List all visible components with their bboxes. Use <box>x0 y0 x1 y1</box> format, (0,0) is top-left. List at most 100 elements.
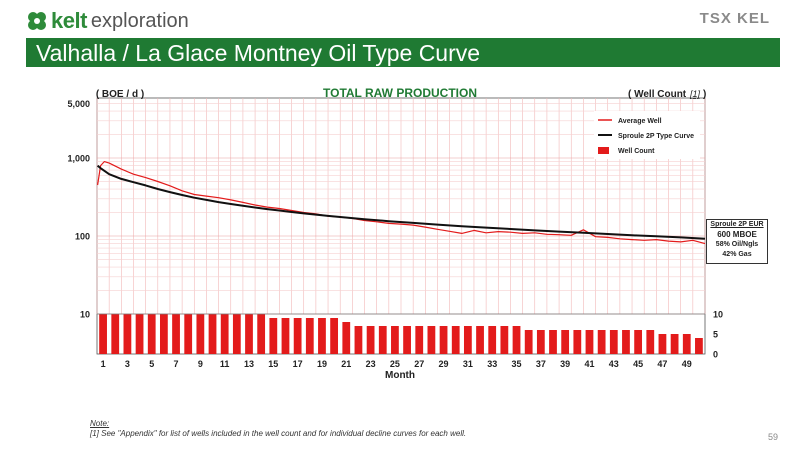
right-axis-note: [1] <box>689 89 701 99</box>
well-count-bar <box>597 330 606 354</box>
well-count-bar <box>366 326 375 354</box>
x-axis-title: Month <box>385 370 415 381</box>
well-count-bar <box>147 314 156 354</box>
well-count-bars <box>99 314 703 354</box>
x-tick-label: 29 <box>439 359 449 369</box>
well-count-bar <box>451 326 460 354</box>
left-tick-label: 10 <box>80 310 90 320</box>
x-tick-label: 25 <box>390 359 400 369</box>
well-count-bar <box>257 314 266 354</box>
well-count-bar <box>658 334 667 354</box>
eur-annotation-box: Sproule 2P EUR 600 MBOE 58% Oil/Ngls 42%… <box>706 219 768 264</box>
well-count-bar <box>695 338 703 354</box>
well-count-bar <box>463 326 472 354</box>
x-tick-label: 7 <box>174 359 179 369</box>
well-count-bar <box>196 314 205 354</box>
right-tick-label: 5 <box>713 330 718 340</box>
x-tick-label: 35 <box>512 359 522 369</box>
well-count-bar <box>245 314 253 354</box>
x-tick-label: 11 <box>220 359 230 369</box>
well-count-bar <box>585 330 594 354</box>
x-tick-label: 13 <box>244 359 254 369</box>
x-tick-label: 19 <box>317 359 327 369</box>
left-tick-label: 1,000 <box>67 154 90 164</box>
x-tick-label: 1 <box>101 359 106 369</box>
well-count-bar <box>135 314 144 354</box>
well-count-bar <box>123 314 132 354</box>
well-count-bar <box>269 318 278 354</box>
well-count-bar <box>184 314 193 354</box>
well-count-bar <box>427 326 436 354</box>
legend-label: Average Well <box>618 118 662 125</box>
x-tick-label: 5 <box>149 359 154 369</box>
right-axis-title: ( Well Count <box>628 89 687 100</box>
well-count-bar <box>561 330 570 354</box>
clover-logo-icon <box>28 12 46 30</box>
x-tick-label: 3 <box>125 359 130 369</box>
note-label: Note: <box>90 419 110 428</box>
well-count-bar <box>609 330 618 354</box>
well-count-bar <box>488 326 497 354</box>
legend-swatch <box>598 147 609 154</box>
left-tick-label: 5,000 <box>67 99 90 109</box>
well-count-bar <box>220 314 229 354</box>
well-count-bar <box>512 326 521 354</box>
title-bar: Valhalla / La Glace Montney Oil Type Cur… <box>26 38 780 67</box>
well-count-bar <box>524 330 533 354</box>
well-count-bar <box>670 334 679 354</box>
chart-legend: Average Well Sproule 2P Type Curve Well Co… <box>594 111 700 159</box>
x-tick-label: 41 <box>584 359 594 369</box>
well-count-bar <box>305 318 314 354</box>
well-count-bar <box>682 334 691 354</box>
legend-label: Well Count <box>618 148 655 155</box>
x-tick-label: 43 <box>609 359 619 369</box>
logo-subtitle: exploration <box>90 9 189 32</box>
footer-note: Note: [1] See "Appendix" for list of wel… <box>90 419 466 439</box>
well-count-bar <box>111 314 120 354</box>
well-count-bar <box>646 330 655 354</box>
well-count-bar <box>476 326 484 354</box>
well-count-bar <box>439 326 448 354</box>
left-tick-label: 100 <box>75 232 90 242</box>
well-count-bar <box>330 318 339 354</box>
average-well-line <box>97 161 706 245</box>
well-count-bar <box>159 314 168 354</box>
well-count-bar <box>549 330 557 354</box>
x-tick-label: 23 <box>366 359 376 369</box>
well-count-bar <box>415 326 424 354</box>
eur-oil-split: 58% Oil/Ngls <box>715 241 759 248</box>
well-count-bar <box>208 314 217 354</box>
well-count-bar <box>378 326 387 354</box>
well-count-bar <box>500 326 509 354</box>
x-tick-label: 39 <box>560 359 570 369</box>
chart-title: TOTAL RAW PRODUCTION <box>323 86 477 100</box>
well-count-bar <box>318 318 326 354</box>
well-count-bar <box>573 330 582 354</box>
right-tick-label: 10 <box>713 310 723 320</box>
tsx-logo: TSX KEL <box>699 10 770 27</box>
x-tick-label: 27 <box>414 359 424 369</box>
x-tick-label: 15 <box>268 359 278 369</box>
note-text: [1] See "Appendix" for list of wells inc… <box>90 429 467 438</box>
eur-gas-split: 42% Gas <box>722 251 752 258</box>
page-number: 59 <box>767 432 778 442</box>
eur-main-value: 600 MBOE <box>717 230 757 239</box>
well-count-bar <box>293 318 302 354</box>
left-axis-title: ( BOE / d ) <box>96 89 144 100</box>
well-count-bar <box>99 314 107 354</box>
well-count-bar <box>391 326 399 354</box>
well-count-bar <box>354 326 363 354</box>
x-tick-label: 49 <box>682 359 692 369</box>
x-tick-label: 33 <box>487 359 497 369</box>
well-count-bar <box>172 314 180 354</box>
company-logo: kelt exploration <box>26 8 189 34</box>
eur-title: Sproule 2P EUR <box>710 221 764 228</box>
x-tick-label: 45 <box>633 359 643 369</box>
well-count-bar <box>403 326 411 354</box>
series-lines <box>96 161 706 245</box>
x-tick-label: 17 <box>293 359 303 369</box>
x-tick-label: 9 <box>198 359 203 369</box>
well-count-bar <box>622 330 630 354</box>
well-count-bar <box>634 330 643 354</box>
